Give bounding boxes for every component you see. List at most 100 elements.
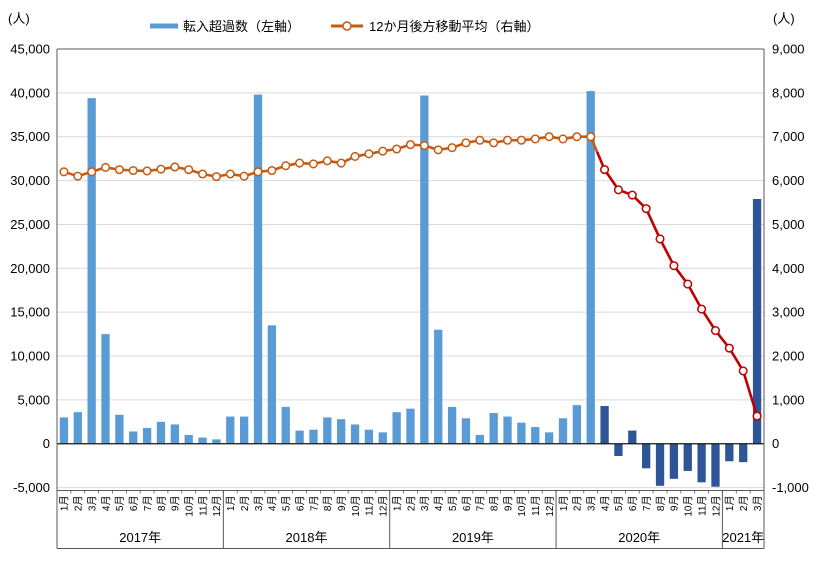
bar: [461, 418, 471, 444]
month-label: 11月: [530, 496, 542, 516]
ma-point: [544, 132, 554, 142]
ma-point: [378, 146, 388, 156]
ma-point: [225, 169, 235, 179]
ma-point: [475, 135, 485, 145]
year-label: 2019年: [452, 530, 494, 545]
month-label: 11月: [696, 496, 708, 516]
left-axis-tick: 25,000: [10, 217, 50, 232]
month-label: 8月: [322, 496, 334, 512]
bar: [669, 443, 679, 479]
year-label: 2020年: [618, 530, 660, 545]
ma-point: [405, 140, 416, 150]
bar: [725, 443, 734, 462]
ma-point: [253, 167, 263, 177]
bar: [142, 427, 152, 444]
ma-point: [502, 135, 513, 145]
month-label: 6月: [128, 496, 140, 512]
ma-point: [211, 172, 221, 182]
ma-point: [308, 159, 319, 169]
bar: [253, 94, 263, 444]
right-axis-tick: 1,000: [772, 392, 805, 407]
bar: [392, 412, 401, 444]
ma-point: [627, 190, 637, 200]
ma-point: [600, 165, 610, 175]
bar: [323, 417, 332, 444]
ma-segment: [658, 237, 676, 267]
month-label: 1月: [724, 496, 736, 512]
month-label: 6月: [627, 496, 639, 512]
right-axis-tick: 7,000: [772, 129, 805, 144]
legend: 転入超過数（左軸） 12か月後方移動平均（右軸）: [150, 16, 539, 35]
bar: [434, 329, 443, 444]
month-label: 3月: [419, 496, 431, 512]
ma-point: [530, 134, 540, 144]
ma-point: [433, 145, 443, 155]
legend-label-bars: 転入超過数（左軸）: [183, 19, 301, 34]
ma-point: [156, 164, 166, 174]
month-label: 4月: [433, 496, 445, 512]
bar: [156, 421, 166, 444]
ma-point: [489, 138, 499, 148]
month-label: 8月: [156, 496, 168, 512]
month-label: 12月: [211, 496, 223, 517]
ma-point: [461, 138, 471, 148]
month-label: 4月: [100, 496, 112, 512]
month-label: 8月: [489, 496, 501, 512]
bar: [170, 424, 179, 444]
legend-label-line: 12か月後方移動平均（右軸）: [369, 19, 540, 34]
month-label: 10月: [683, 496, 695, 517]
ma-segment: [686, 282, 703, 311]
ma-point: [738, 366, 748, 376]
bar-swatch-rect: [150, 23, 178, 28]
ma-point: [170, 162, 180, 172]
ma-segment: [644, 207, 662, 241]
month-label: 10月: [516, 496, 528, 517]
bar: [420, 95, 429, 444]
ma-point: [724, 343, 734, 353]
left-axis-tick: 5,000: [17, 392, 50, 407]
left-axis-tick: 40,000: [10, 85, 50, 100]
bar: [531, 427, 540, 444]
left-axis-tick: 30,000: [10, 173, 50, 188]
left-axis-unit: (人): [8, 11, 30, 26]
bar: [226, 416, 235, 444]
month-label: 1月: [59, 496, 71, 512]
bar: [711, 443, 720, 487]
ma-point: [87, 167, 97, 177]
month-label: 12月: [378, 496, 390, 517]
ma-point: [655, 234, 665, 244]
bar: [489, 413, 498, 444]
month-label: 7月: [308, 496, 320, 512]
month-label: 7月: [475, 496, 487, 512]
line-series-swatch: [331, 20, 364, 31]
ma-point: [336, 158, 346, 168]
bar: [281, 406, 290, 444]
month-label: 9月: [502, 496, 514, 512]
ma-point: [669, 261, 679, 271]
bar: [115, 414, 124, 444]
bar: [614, 443, 623, 457]
month-label: 1月: [391, 496, 403, 512]
month-label: 2月: [738, 496, 750, 512]
year-label: 2017年: [119, 530, 161, 545]
month-label: 11月: [197, 496, 209, 516]
month-label: 12月: [544, 496, 556, 517]
ma-point: [392, 144, 402, 154]
month-label: 7月: [641, 496, 653, 512]
right-axis-tick: 9,000: [772, 42, 805, 57]
month-label: 1月: [558, 496, 570, 512]
ma-point: [59, 167, 69, 177]
bar: [350, 424, 360, 444]
bar: [87, 98, 96, 444]
ma-point: [586, 132, 596, 142]
month-label: 3月: [586, 496, 598, 512]
ma-point: [710, 326, 721, 336]
bar: [309, 429, 318, 444]
month-label: 8月: [655, 496, 667, 512]
ma-point: [613, 185, 623, 195]
month-label: 9月: [336, 496, 348, 512]
bar: [475, 434, 484, 444]
ma-point: [558, 134, 568, 144]
month-label: 9月: [669, 496, 681, 512]
